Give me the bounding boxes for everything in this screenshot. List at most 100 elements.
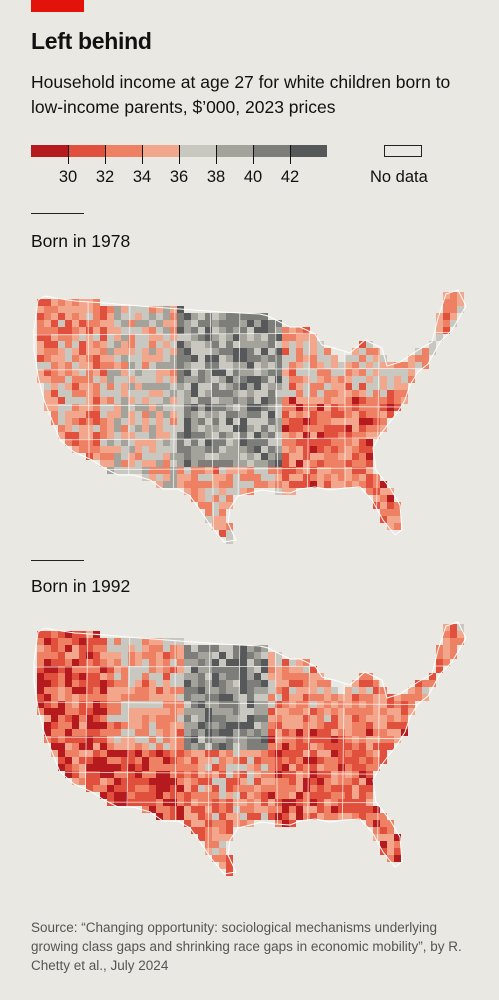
county-cell <box>359 736 366 743</box>
county-cell <box>296 432 303 439</box>
county-cell <box>37 299 44 306</box>
county-cell <box>156 666 163 673</box>
county-cell <box>240 488 247 495</box>
county-cell <box>219 687 226 694</box>
county-cell <box>114 446 121 453</box>
county-cell <box>303 453 310 460</box>
county-cell <box>142 659 149 666</box>
county-cell <box>233 320 240 327</box>
county-cell <box>191 813 198 820</box>
county-cell <box>79 411 86 418</box>
county-cell <box>100 673 107 680</box>
state-border-line <box>34 801 466 804</box>
county-cell <box>72 397 79 404</box>
county-cell <box>275 736 282 743</box>
county-cell <box>212 474 219 481</box>
county-cell <box>184 652 191 659</box>
county-cell <box>408 694 415 701</box>
county-cell <box>247 362 254 369</box>
county-cell <box>331 397 338 404</box>
county-cell <box>261 313 268 320</box>
county-cell <box>282 432 289 439</box>
county-cell <box>79 362 86 369</box>
county-cell <box>303 369 310 376</box>
county-cell <box>359 687 366 694</box>
county-cell <box>156 813 163 820</box>
county-cell <box>212 687 219 694</box>
county-cell <box>79 736 86 743</box>
county-cell <box>317 418 324 425</box>
county-cell <box>100 313 107 320</box>
county-cell <box>163 813 170 820</box>
county-cell <box>387 390 394 397</box>
county-cell <box>198 659 205 666</box>
county-cell <box>380 376 387 383</box>
county-cell <box>72 446 79 453</box>
county-cell <box>198 432 205 439</box>
county-cell <box>240 383 247 390</box>
county-cell <box>219 341 226 348</box>
county-cell <box>289 439 296 446</box>
county-cell <box>219 453 226 460</box>
county-cell <box>254 355 261 362</box>
county-cell <box>142 694 149 701</box>
county-cell <box>359 680 366 687</box>
county-cell <box>198 813 205 820</box>
county-cell <box>317 708 324 715</box>
county-cell <box>205 432 212 439</box>
county-cell <box>149 785 156 792</box>
county-cell <box>79 425 86 432</box>
county-cell <box>226 687 233 694</box>
county-cell <box>205 453 212 460</box>
county-cell <box>268 736 275 743</box>
county-cell <box>163 348 170 355</box>
county-cell <box>268 348 275 355</box>
county-cell <box>282 446 289 453</box>
county-cell <box>205 446 212 453</box>
county-cell <box>282 708 289 715</box>
county-cell <box>107 757 114 764</box>
county-cell <box>198 666 205 673</box>
county-cell <box>149 320 156 327</box>
county-cell <box>373 355 380 362</box>
county-cell <box>51 327 58 334</box>
county-cell <box>254 764 261 771</box>
county-cell <box>198 827 205 834</box>
county-cell <box>93 369 100 376</box>
county-cell <box>317 673 324 680</box>
county-cell <box>121 418 128 425</box>
county-cell <box>65 376 72 383</box>
county-cell <box>359 743 366 750</box>
county-cell <box>65 397 72 404</box>
county-cell <box>198 771 205 778</box>
county-cell <box>107 320 114 327</box>
county-cell <box>303 362 310 369</box>
county-cell <box>44 348 51 355</box>
county-cell <box>107 348 114 355</box>
state-border-line <box>34 701 466 706</box>
county-cell <box>296 673 303 680</box>
county-cell <box>142 390 149 397</box>
county-cell <box>149 369 156 376</box>
county-cell <box>184 715 191 722</box>
county-cell <box>163 708 170 715</box>
county-cell <box>296 687 303 694</box>
county-cell <box>324 369 331 376</box>
county-cell <box>450 638 457 645</box>
county-cell <box>289 460 296 467</box>
county-cell <box>289 722 296 729</box>
county-cell <box>198 376 205 383</box>
county-cell <box>261 334 268 341</box>
county-cell <box>79 645 86 652</box>
county-cell <box>380 481 387 488</box>
county-cell <box>58 701 65 708</box>
county-cell <box>303 757 310 764</box>
county-cell <box>219 439 226 446</box>
county-cell <box>324 764 331 771</box>
state-border-line <box>207 622 211 873</box>
county-cell <box>303 341 310 348</box>
county-cell <box>219 708 226 715</box>
county-cell <box>401 708 408 715</box>
county-cell <box>247 341 254 348</box>
county-cell <box>226 446 233 453</box>
